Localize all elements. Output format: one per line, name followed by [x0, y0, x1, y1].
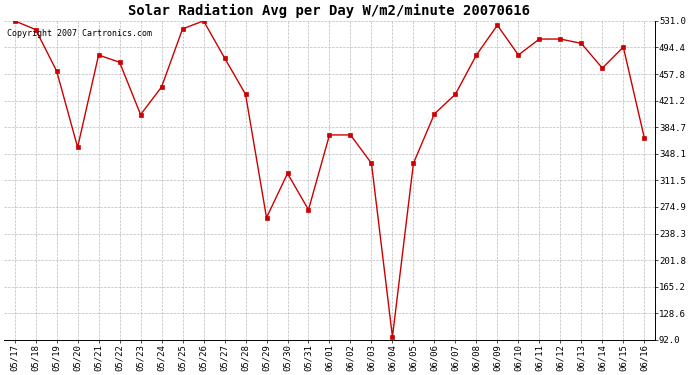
Text: Copyright 2007 Cartronics.com: Copyright 2007 Cartronics.com	[8, 29, 152, 38]
Title: Solar Radiation Avg per Day W/m2/minute 20070616: Solar Radiation Avg per Day W/m2/minute …	[128, 4, 531, 18]
